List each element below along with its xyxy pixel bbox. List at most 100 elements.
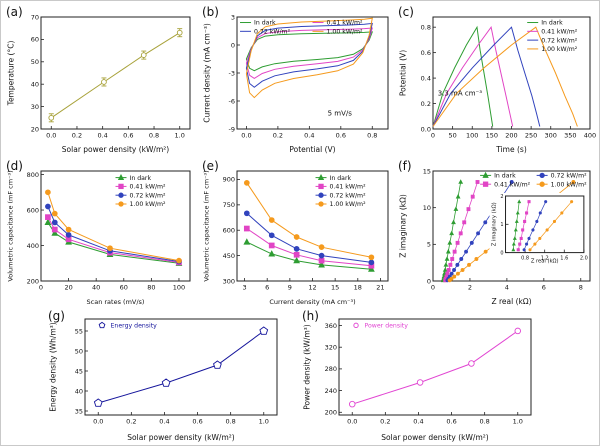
svg-text:60: 60 (31, 36, 39, 44)
svg-text:1.00 kW/m²: 1.00 kW/m² (327, 28, 364, 35)
svg-text:0.41 kW/m²: 0.41 kW/m² (541, 28, 578, 35)
panel-h-power-density-chart: 0.0 0.2 0.4 0.6 0.8 1.0 200 240 280 320 360 Solar p… (301, 309, 541, 443)
svg-text:-3: -3 (229, 69, 235, 77)
svg-text:1.00 kW/m²: 1.00 kW/m² (541, 46, 578, 53)
svg-text:Solar power density (kW/m²): Solar power density (kW/m²) (381, 433, 488, 442)
svg-text:Solar power density (kW/m²): Solar power density (kW/m²) (62, 145, 169, 154)
svg-text:21: 21 (376, 284, 384, 292)
svg-text:0: 0 (39, 284, 43, 292)
svg-text:0.72 kW/m²: 0.72 kW/m² (254, 28, 291, 35)
svg-text:Current density (mA cm⁻³): Current density (mA cm⁻³) (203, 23, 212, 123)
svg-text:0.41 kW/m²: 0.41 kW/m² (330, 184, 367, 191)
svg-text:(h): (h) (302, 309, 319, 323)
svg-text:0.6: 0.6 (123, 132, 133, 140)
svg-text:600: 600 (27, 206, 39, 214)
svg-text:10: 10 (423, 204, 431, 212)
svg-text:30: 30 (31, 103, 39, 111)
svg-text:In dark: In dark (494, 173, 516, 180)
svg-text:80: 80 (147, 284, 155, 292)
svg-text:12: 12 (308, 284, 316, 292)
panel-b-cv-chart: 0.0 0.2 0.4 0.6 0.8 -9 -6 -3 0 3 Potential (V) Curr… (201, 5, 395, 155)
svg-text:1.00 kW/m²: 1.00 kW/m² (130, 201, 167, 208)
svg-text:200: 200 (325, 409, 337, 417)
panel-g-energy-density-chart: 0.0 0.2 0.4 0.6 0.8 1.0 35 40 45 50 55 Solar power … (47, 309, 287, 443)
svg-text:0.72 kW/m²: 0.72 kW/m² (130, 192, 167, 199)
svg-text:750: 750 (223, 201, 235, 209)
svg-text:0.0: 0.0 (347, 418, 357, 426)
svg-text:45: 45 (75, 367, 83, 375)
svg-text:0.0: 0.0 (241, 132, 251, 140)
svg-text:0.2: 0.2 (126, 418, 136, 426)
panel-d-capacitance-vs-scanrate-chart: 0 20 40 60 80 100 200 400 600 800 Scan rates (mV/s… (5, 159, 197, 307)
svg-text:0.6: 0.6 (421, 49, 431, 57)
svg-text:0.4: 0.4 (413, 418, 423, 426)
svg-text:In dark: In dark (330, 175, 352, 182)
svg-text:2: 2 (500, 194, 503, 200)
svg-text:9: 9 (288, 284, 292, 292)
svg-text:600: 600 (223, 227, 235, 235)
svg-text:40: 40 (31, 80, 39, 88)
svg-text:0.6: 0.6 (192, 418, 202, 426)
svg-text:1.2: 1.2 (541, 256, 549, 262)
svg-text:60: 60 (120, 284, 128, 292)
svg-text:6: 6 (542, 284, 546, 292)
svg-text:70: 70 (31, 13, 39, 21)
svg-text:0.2: 0.2 (72, 132, 82, 140)
svg-text:0.0: 0.0 (46, 132, 56, 140)
svg-text:1.6: 1.6 (560, 256, 568, 262)
svg-text:0.8: 0.8 (479, 418, 489, 426)
panel-c-charge-discharge-chart: 0 50 100 150 200 250 300 350 400 0.0 0.2 0.4 0.6 0.8 T… (397, 5, 597, 155)
svg-text:Volumetric capacitance (mF cm⁻: Volumetric capacitance (mF cm⁻³) (7, 170, 15, 281)
svg-text:3.3 mA cm⁻³: 3.3 mA cm⁻³ (438, 89, 483, 97)
svg-text:2.0: 2.0 (580, 256, 588, 262)
svg-text:50: 50 (31, 58, 39, 66)
svg-text:0.41 kW/m²: 0.41 kW/m² (130, 184, 167, 191)
svg-text:(b): (b) (202, 5, 219, 19)
svg-text:800: 800 (27, 171, 39, 179)
svg-text:1.00 kW/m²: 1.00 kW/m² (551, 181, 588, 188)
svg-text:Z imaginary (kΩ): Z imaginary (kΩ) (492, 202, 498, 246)
svg-text:0.4: 0.4 (304, 132, 314, 140)
svg-text:100: 100 (466, 132, 478, 140)
svg-text:320: 320 (325, 343, 337, 351)
svg-text:250: 250 (525, 132, 537, 140)
svg-text:Power density (kW/m³): Power density (kW/m³) (303, 324, 312, 409)
svg-text:8: 8 (579, 284, 583, 292)
svg-text:400: 400 (584, 132, 596, 140)
svg-text:50: 50 (75, 347, 83, 355)
svg-text:Z real (kΩ): Z real (kΩ) (531, 259, 559, 265)
svg-text:(d): (d) (6, 159, 23, 173)
svg-text:18: 18 (354, 284, 362, 292)
svg-text:0.0: 0.0 (93, 418, 103, 426)
svg-text:-6: -6 (229, 97, 235, 105)
svg-text:(f): (f) (398, 159, 412, 173)
svg-text:100: 100 (173, 284, 185, 292)
svg-text:0.0: 0.0 (421, 125, 431, 133)
svg-text:0.4: 0.4 (421, 74, 431, 82)
svg-text:0.72 kW/m²: 0.72 kW/m² (330, 192, 367, 199)
panel-f-nyquist-chart: 0 2 4 6 8 0 5 10 15 Z real (kΩ) Z imaginary (kΩ) (f… (397, 159, 597, 307)
svg-text:0.72 kW/m²: 0.72 kW/m² (541, 37, 578, 44)
svg-text:35: 35 (75, 407, 83, 415)
svg-text:Z imaginary (kΩ): Z imaginary (kΩ) (399, 194, 408, 258)
svg-text:350: 350 (564, 132, 576, 140)
svg-text:360: 360 (325, 322, 337, 330)
svg-text:Current density (mA cm⁻³): Current density (mA cm⁻³) (269, 298, 355, 306)
svg-text:(g): (g) (48, 309, 65, 323)
svg-text:0: 0 (500, 250, 503, 256)
svg-text:(e): (e) (202, 159, 219, 173)
svg-text:15: 15 (423, 167, 431, 175)
svg-text:55: 55 (75, 327, 83, 335)
svg-text:1.0: 1.0 (513, 418, 523, 426)
svg-text:Energy density: Energy density (111, 322, 158, 329)
svg-text:300: 300 (545, 132, 557, 140)
svg-text:240: 240 (325, 387, 337, 395)
svg-text:0.4: 0.4 (97, 132, 107, 140)
svg-text:0: 0 (431, 132, 435, 140)
svg-text:In dark: In dark (130, 175, 152, 182)
svg-text:3: 3 (231, 13, 235, 21)
svg-text:Volumetric capacitance (mF cm⁻: Volumetric capacitance (mF cm⁻³) (203, 170, 211, 281)
svg-text:1.0: 1.0 (175, 132, 185, 140)
svg-text:Potential (V): Potential (V) (399, 50, 408, 96)
